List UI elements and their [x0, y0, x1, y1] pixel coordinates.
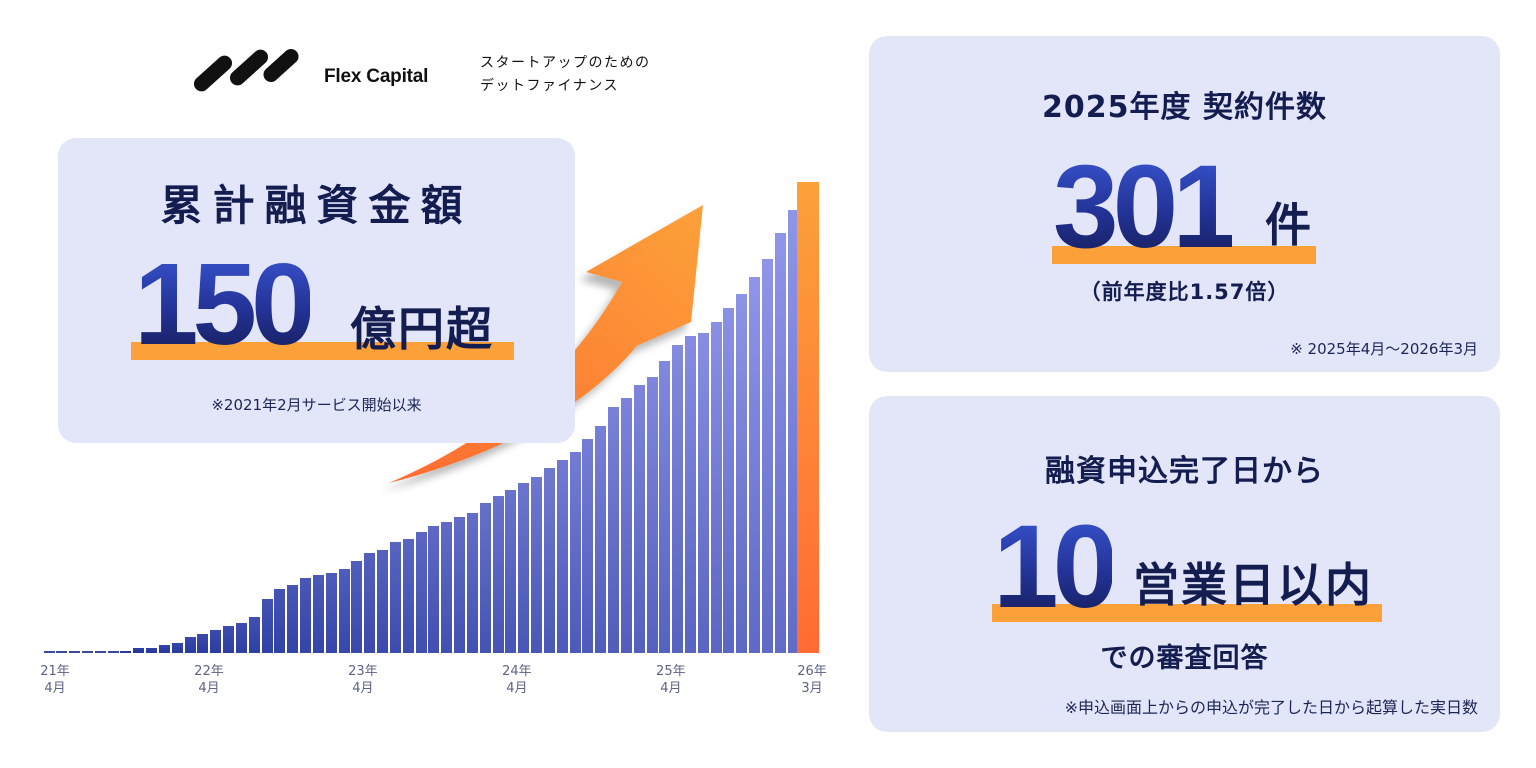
chart-bar [377, 550, 389, 653]
chart-bar [120, 651, 132, 653]
total-lending-card: 累計融資金額 150 億円超 ※2021年2月サービス開始以来 [58, 138, 575, 443]
chart-bar [479, 503, 491, 653]
chart-bar [248, 617, 260, 653]
highlight-bar [992, 604, 1382, 622]
chart-bar [158, 645, 170, 653]
chart-bar [364, 553, 376, 653]
chart-bar [454, 517, 466, 653]
chart-bar [261, 599, 273, 653]
review-time-title: 融資申込完了日から [1045, 454, 1324, 489]
total-lending-note: ※2021年2月サービス開始以来 [211, 396, 422, 414]
review-time-sub: での審査回答 [1100, 643, 1269, 674]
chart-bar [184, 637, 196, 653]
chart-bar [43, 651, 55, 653]
x-axis-label: 22年 4月 [194, 664, 224, 696]
brand-logo: Flex Capital [190, 45, 428, 98]
review-time-value: 10 [993, 501, 1118, 633]
x-axis-label: 23年 4月 [348, 664, 378, 696]
brand-tagline: スタートアップのための デットファイナンス [480, 52, 651, 98]
chart-bar [402, 539, 414, 653]
chart-bar [466, 513, 478, 653]
chart-bar [351, 561, 363, 653]
chart-bar [69, 651, 81, 653]
chart-bar [133, 648, 145, 653]
chart-bar [415, 532, 427, 653]
chart-bar [56, 651, 68, 653]
x-axis-label: 21年 4月 [40, 664, 70, 696]
highlight-bar [1052, 246, 1316, 264]
contracts-period-note: ※ 2025年4月〜2026年3月 [1290, 340, 1478, 358]
review-time-note: ※申込画面上からの申込が完了した日から起算した実日数 [1064, 698, 1478, 717]
contracts-title: 2025年度 契約件数 [1042, 90, 1327, 125]
x-axis-label: 26年 3月 [797, 664, 827, 696]
tagline-line-2: デットファイナンス [480, 78, 619, 94]
total-lending-unit: 億円超 [350, 302, 494, 356]
highlight-bar [131, 342, 514, 360]
review-time-unit: 営業日以内 [1133, 558, 1373, 612]
chart-bar [441, 522, 453, 653]
total-lending-title: 累計融資金額 [160, 181, 473, 230]
chart-bar [94, 651, 106, 653]
x-axis-label: 25年 4月 [656, 664, 686, 696]
chart-bar [81, 651, 93, 653]
contracts-growth: （前年度比1.57倍） [1079, 280, 1290, 304]
brand-name: Flex Capital [324, 66, 429, 87]
tagline-line-1: スタートアップのための [480, 55, 651, 71]
review-time-card: 融資申込完了日から 10 営業日以内 での審査回答 ※申込画面上からの申込が完了… [869, 396, 1500, 732]
growth-arrow-icon [389, 205, 703, 483]
chart-bar [235, 623, 247, 653]
logo-mark-icon [190, 45, 302, 98]
x-axis-label: 24年 4月 [502, 664, 532, 696]
chart-bar [389, 542, 401, 653]
chart-bar [171, 643, 183, 653]
chart-bar [107, 651, 119, 653]
chart-bar [312, 575, 324, 653]
chart-bar [210, 630, 222, 653]
chart-bar [223, 626, 235, 653]
chart-bar [338, 569, 350, 653]
total-lending-value: 150 [134, 239, 316, 369]
chart-bar [274, 589, 286, 653]
chart-bar [428, 526, 440, 653]
chart-bar [300, 578, 312, 653]
chart-bar [146, 648, 158, 653]
chart-bar [325, 573, 337, 653]
contracts-value: 301 [1053, 141, 1238, 273]
chart-bar [197, 634, 209, 653]
chart-bar [287, 585, 299, 653]
contracts-unit: 件 [1265, 198, 1311, 252]
contracts-card: 2025年度 契約件数 301 件 （前年度比1.57倍） ※ 2025年4月〜… [869, 36, 1500, 372]
